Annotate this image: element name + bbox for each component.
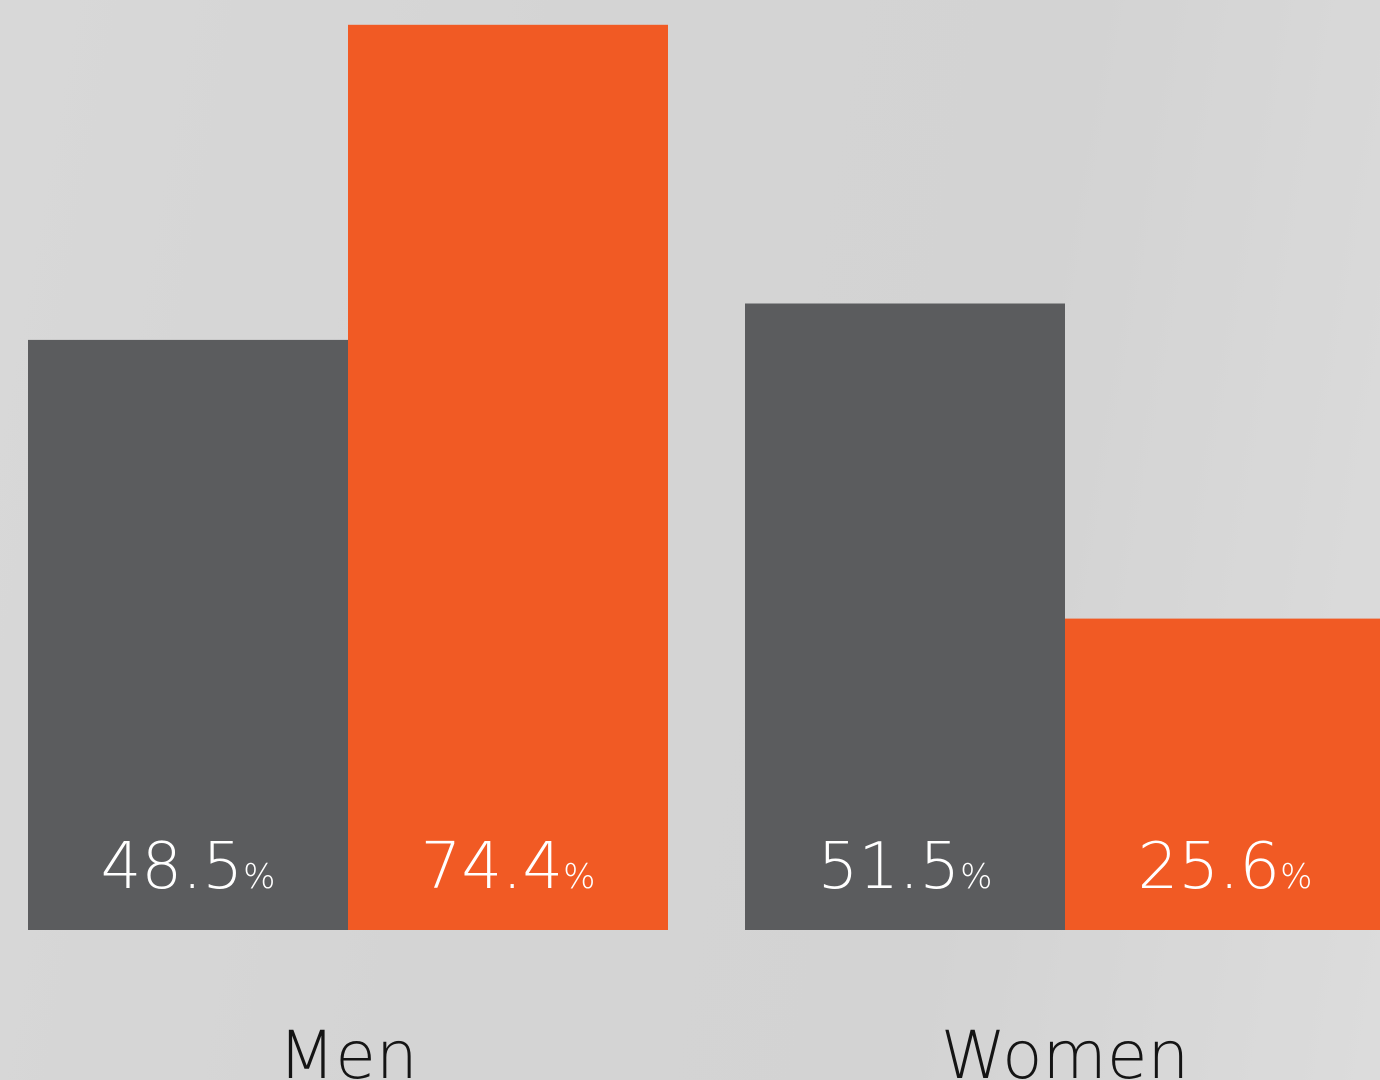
data-label-unit: %: [960, 857, 992, 897]
bar-women-1: [745, 303, 1065, 930]
data-label-men-2: 74.4%: [421, 830, 596, 904]
data-label-unit: %: [243, 857, 275, 897]
data-label-value: 74.4: [421, 830, 564, 904]
bar-group-women: 51.5% 25.6%: [745, 303, 1380, 930]
data-label-value: 51.5: [818, 830, 961, 904]
data-label-women-2: 25.6%: [1138, 830, 1313, 904]
bar-men-2: [348, 24, 668, 931]
category-label-women: Women: [941, 1017, 1190, 1080]
data-label-unit: %: [563, 857, 595, 897]
bar-group-men: 48.5% 74.4%: [28, 24, 668, 931]
category-label-men: Men: [278, 1017, 417, 1080]
data-label-value: 48.5: [101, 830, 244, 904]
data-label-women-1: 51.5%: [818, 830, 993, 904]
data-label-unit: %: [1280, 857, 1312, 897]
bar-women-2: [1065, 618, 1380, 930]
data-label-value: 25.6: [1138, 830, 1281, 904]
data-label-men-1: 48.5%: [101, 830, 276, 904]
bar-men-1: [28, 339, 348, 930]
